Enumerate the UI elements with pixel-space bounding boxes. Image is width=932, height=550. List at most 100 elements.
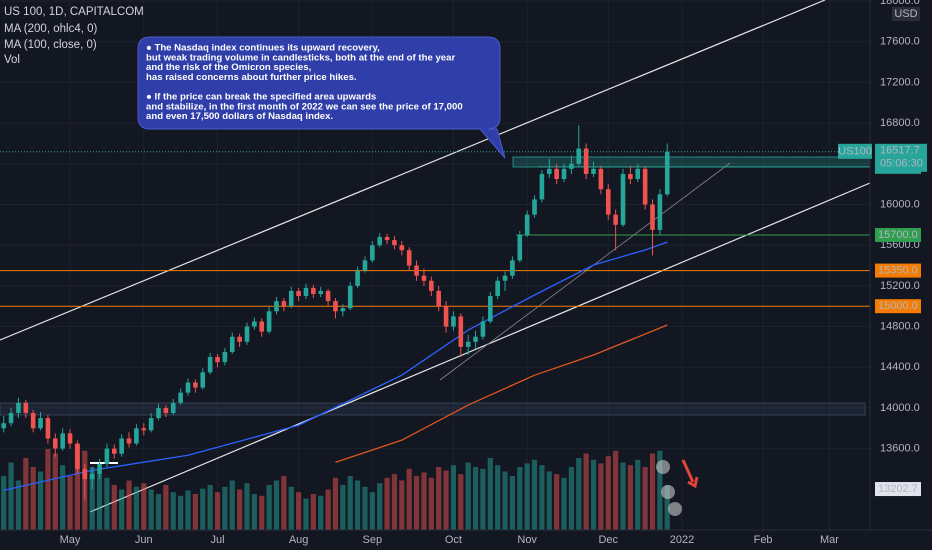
volume-bar bbox=[347, 476, 353, 530]
candle-body bbox=[126, 438, 132, 444]
volume-bar bbox=[244, 483, 250, 530]
candle-body bbox=[252, 321, 257, 327]
volume-bar bbox=[251, 494, 257, 530]
volume-bar bbox=[141, 483, 147, 530]
volume-bar bbox=[23, 458, 29, 530]
candle-body bbox=[193, 382, 198, 388]
level-label: 15700.0 bbox=[878, 229, 918, 241]
volume-bar bbox=[657, 450, 663, 530]
volume-bar bbox=[229, 480, 235, 530]
y-tick-label: 13600.0 bbox=[880, 443, 920, 455]
volume-bar bbox=[178, 495, 184, 530]
volume-bar bbox=[605, 456, 611, 530]
volume-bar bbox=[89, 467, 95, 530]
annotation-text: ● If the price can break the specified a… bbox=[146, 92, 376, 103]
x-tick-label: Sep bbox=[363, 534, 383, 546]
x-tick-label: Nov bbox=[517, 534, 537, 546]
candle-body bbox=[487, 296, 493, 322]
volume-bar bbox=[487, 458, 493, 530]
candle-body bbox=[52, 438, 58, 449]
volume-bar bbox=[170, 492, 176, 530]
volume-bar bbox=[450, 465, 457, 530]
x-tick-label: Oct bbox=[445, 534, 462, 546]
candle-body bbox=[178, 392, 183, 403]
volume-bar bbox=[539, 465, 545, 530]
volume-bar bbox=[369, 492, 375, 530]
symbol-title: US 100, 1D, CAPITALCOM bbox=[4, 6, 144, 18]
candle-body bbox=[60, 433, 65, 449]
x-tick-label: Jun bbox=[135, 534, 153, 546]
volume-bar bbox=[133, 486, 139, 530]
volume-bar bbox=[472, 467, 479, 530]
symbol-label: US100 bbox=[838, 146, 872, 158]
candle-body bbox=[170, 402, 176, 414]
volume-bar bbox=[531, 459, 538, 530]
volume-bar bbox=[620, 462, 626, 530]
level-label: 15350.0 bbox=[878, 265, 918, 277]
volume-bar bbox=[377, 483, 383, 530]
volume-bar bbox=[259, 495, 265, 530]
volume-bar bbox=[163, 485, 169, 530]
moving-average bbox=[3, 241, 668, 491]
volume-bar bbox=[406, 468, 412, 530]
candle-body bbox=[370, 245, 375, 261]
candle-body bbox=[436, 290, 441, 307]
volume-bar bbox=[1, 476, 7, 530]
candle-body bbox=[119, 438, 124, 454]
volume-bar bbox=[185, 490, 191, 530]
y-tick-label: 17600.0 bbox=[880, 36, 920, 48]
y-tick-label: 14000.0 bbox=[880, 402, 920, 414]
last-price-box bbox=[875, 143, 927, 172]
candle-body bbox=[333, 301, 338, 312]
level-label-box bbox=[875, 263, 921, 278]
candle-body bbox=[613, 214, 618, 225]
volume-bar bbox=[583, 453, 589, 530]
volume-bar bbox=[480, 468, 486, 530]
x-tick-label: 2022 bbox=[670, 534, 694, 546]
volume-bar bbox=[428, 477, 434, 530]
volume-bar bbox=[642, 467, 648, 530]
volume-bar bbox=[45, 449, 51, 530]
volume-bar bbox=[546, 471, 552, 530]
candle-body bbox=[495, 280, 500, 297]
channel-upper bbox=[0, 0, 826, 341]
candle-body bbox=[340, 308, 346, 312]
x-tick-label: Aug bbox=[289, 534, 309, 546]
volume-bar bbox=[664, 485, 670, 530]
volume-bar bbox=[590, 459, 597, 530]
candle-body bbox=[473, 336, 478, 342]
candle-body bbox=[185, 382, 191, 393]
candle-body bbox=[458, 316, 464, 347]
volume-bar bbox=[111, 485, 117, 530]
candle-body bbox=[45, 418, 51, 439]
volume-bar bbox=[74, 444, 81, 530]
volume-bar bbox=[200, 488, 206, 530]
volume-bar bbox=[443, 470, 449, 530]
marker-dot bbox=[668, 502, 682, 516]
annotation-text: and even 17,500 dollars of Nasdaq index. bbox=[146, 111, 333, 122]
annotation-text: and the risk of the Omicron species, bbox=[146, 62, 312, 73]
candle-body bbox=[392, 240, 397, 246]
marker-dot bbox=[656, 460, 670, 474]
volume-bar bbox=[192, 494, 198, 530]
volume-bar bbox=[15, 480, 22, 530]
symbol-box bbox=[838, 143, 872, 159]
candle-body bbox=[620, 173, 626, 225]
candle-body bbox=[281, 301, 287, 307]
x-tick-label: Dec bbox=[598, 534, 618, 546]
volume-bar bbox=[502, 471, 508, 530]
candle-body bbox=[111, 448, 117, 454]
candle-body bbox=[576, 148, 582, 164]
candle-body bbox=[561, 168, 567, 180]
candle-body bbox=[664, 151, 670, 195]
countdown: 05:06:30 bbox=[880, 158, 923, 170]
candle-body bbox=[362, 260, 368, 271]
candle-body bbox=[377, 237, 383, 246]
candle-body bbox=[156, 407, 161, 419]
down-arrow bbox=[681, 459, 699, 489]
candle-body bbox=[325, 290, 331, 302]
candle-body bbox=[237, 336, 242, 342]
candle-body bbox=[97, 463, 102, 475]
volume-bar bbox=[524, 463, 530, 530]
